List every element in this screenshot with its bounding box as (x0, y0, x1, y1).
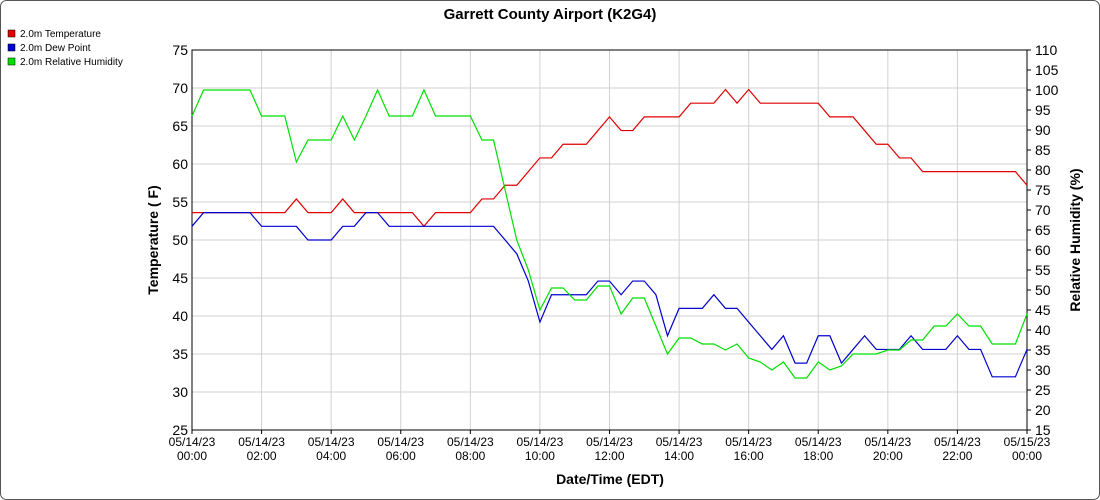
x-tick-label: 05/15/23 (1004, 435, 1051, 449)
x-tick-label: 05/14/23 (238, 435, 285, 449)
x-tick-label: 00:00 (177, 449, 207, 463)
y2-tick-label: 75 (1035, 182, 1051, 198)
y2-tick-label: 25 (1035, 382, 1051, 398)
y2-tick-label: 30 (1035, 362, 1051, 378)
x-tick-label: 05/14/23 (169, 435, 216, 449)
y2-tick-label: 65 (1035, 222, 1051, 238)
legend-swatch (7, 29, 16, 38)
x-tick-label: 16:00 (734, 449, 764, 463)
series-line (192, 88, 1028, 228)
y-tick-label: 60 (172, 156, 188, 172)
x-tick-label: 05/14/23 (308, 435, 355, 449)
y-tick-label: 50 (172, 232, 188, 248)
x-tick-label: 00:00 (1012, 449, 1042, 463)
y-tick-label: 65 (172, 118, 188, 134)
legend-label: 2.0m Relative Humidity (20, 57, 123, 68)
x-tick-label: 10:00 (525, 449, 555, 463)
x-tick-label: 12:00 (594, 449, 624, 463)
x-tick-label: 08:00 (455, 449, 485, 463)
x-tick-label: 05/14/23 (795, 435, 842, 449)
x-tick-label: 05/14/23 (656, 435, 703, 449)
x-tick-label: 05/14/23 (377, 435, 424, 449)
x-tick-label: 06:00 (386, 449, 416, 463)
y-tick-label: 45 (172, 270, 188, 286)
y-tick-label: 30 (172, 384, 188, 400)
y2-axis-label: Relative Humidity (%) (1067, 168, 1083, 311)
y2-tick-label: 95 (1035, 102, 1051, 118)
x-tick-label: 05/14/23 (517, 435, 564, 449)
x-tick-label: 05/14/23 (725, 435, 772, 449)
x-tick-label: 20:00 (873, 449, 903, 463)
legend-label: 2.0m Temperature (20, 29, 101, 40)
x-tick-label: 02:00 (247, 449, 277, 463)
legend-label: 2.0m Dew Point (20, 43, 91, 54)
x-tick-label: 05/14/23 (447, 435, 494, 449)
y2-tick-label: 100 (1035, 82, 1059, 98)
y2-tick-label: 20 (1035, 402, 1051, 418)
y2-tick-label: 110 (1035, 42, 1058, 58)
y2-tick-label: 35 (1035, 342, 1051, 358)
y-tick-label: 40 (172, 308, 188, 324)
x-tick-label: 14:00 (664, 449, 694, 463)
y2-tick-label: 80 (1035, 162, 1051, 178)
y2-tick-label: 105 (1035, 62, 1059, 78)
series-line (191, 88, 1028, 379)
y2-tick-label: 85 (1035, 142, 1051, 158)
y2-tick-label: 55 (1035, 262, 1051, 278)
x-tick-label: 04:00 (316, 449, 346, 463)
legend-swatch (7, 57, 16, 66)
x-tick-label: 05/14/23 (586, 435, 633, 449)
y-tick-label: 70 (172, 80, 188, 96)
y2-tick-label: 45 (1035, 302, 1051, 318)
y2-tick-label: 70 (1035, 202, 1051, 218)
x-axis-label: Date/Time (EDT) (556, 471, 664, 487)
y2-tick-label: 40 (1035, 322, 1051, 338)
y-tick-label: 35 (172, 346, 188, 362)
chart-title: Garrett County Airport (K2G4) (444, 6, 657, 23)
y-tick-label: 55 (172, 194, 188, 210)
x-tick-label: 05/14/23 (934, 435, 981, 449)
y-axis-label: Temperature ( F) (145, 185, 161, 294)
plot-border (191, 49, 1028, 431)
x-tick-label: 05/14/23 (864, 435, 911, 449)
y2-tick-label: 60 (1035, 242, 1051, 258)
legend-swatch (7, 43, 16, 52)
y-tick-label: 75 (172, 42, 188, 58)
y2-tick-label: 90 (1035, 122, 1051, 138)
x-tick-label: 18:00 (803, 449, 833, 463)
y2-tick-label: 15 (1035, 422, 1051, 438)
y2-tick-label: 50 (1035, 282, 1051, 298)
x-tick-label: 22:00 (942, 449, 972, 463)
y-tick-label: 25 (172, 422, 188, 438)
